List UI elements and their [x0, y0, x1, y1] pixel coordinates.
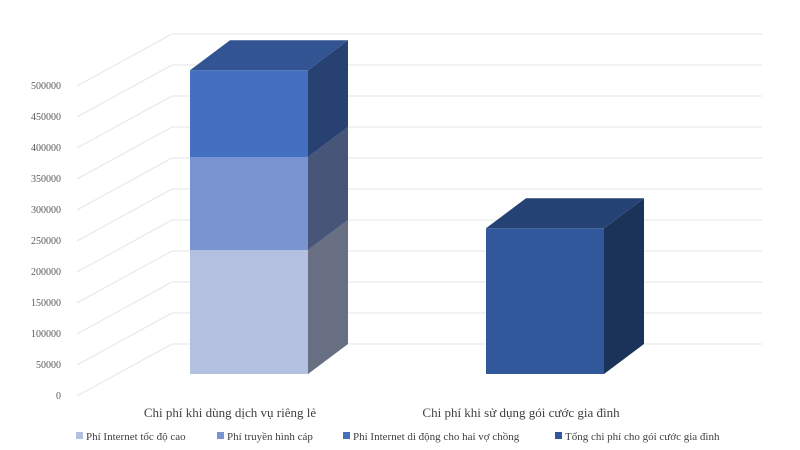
x-axis: Chi phí khi dùng dịch vụ riêng lẻ Chi phí… [144, 405, 620, 420]
x-category-label: Chi phí khi sử dụng gói cước gia đình [422, 405, 620, 420]
gridline-side [76, 219, 173, 273]
bar-segment [190, 127, 348, 250]
y-tick-label: 400000 [31, 143, 61, 154]
gridline-side [76, 250, 173, 304]
x-category-label: Chi phí khi dùng dịch vụ riêng lẻ [144, 405, 316, 420]
bars [190, 40, 644, 374]
gridline-side [76, 157, 173, 211]
bar-front [190, 250, 308, 374]
gridline-side [76, 126, 173, 180]
legend-swatch [343, 432, 350, 439]
bar-top [486, 198, 644, 229]
bar-front [190, 157, 308, 250]
y-tick-label: 250000 [31, 236, 61, 247]
y-tick-label: 500000 [31, 81, 61, 92]
gridline-side [76, 343, 173, 397]
grid [76, 33, 762, 397]
legend: Phí Internet tốc độ cao Phí truyền hình c… [76, 431, 720, 443]
bar-side [308, 220, 348, 374]
legend-item: Phí truyền hình cáp [217, 431, 313, 443]
bar-segment [190, 220, 348, 374]
bar-front [486, 228, 604, 374]
y-tick-label: 300000 [31, 205, 61, 216]
gridline-side [76, 95, 173, 149]
legend-label: Phí truyền hình cáp [227, 431, 313, 443]
bar-side [604, 198, 644, 374]
legend-swatch [555, 432, 562, 439]
bar-segment [486, 198, 644, 374]
gridline-side [76, 64, 173, 118]
y-tick-label: 450000 [31, 112, 61, 123]
gridline-side [76, 312, 173, 366]
bar-top [190, 40, 348, 71]
y-axis: 0 50000 100000 150000 200000 250000 300000 3500… [31, 81, 61, 402]
legend-label: Phí Internet di động cho hai vợ chồng [353, 431, 520, 443]
bar-front [190, 70, 308, 157]
bar-segment [190, 40, 348, 158]
y-tick-label: 0 [56, 391, 61, 402]
y-tick-label: 200000 [31, 267, 61, 278]
legend-label: Tổng chi phí cho gói cước gia đình [565, 431, 720, 443]
y-tick-label: 100000 [31, 329, 61, 340]
legend-swatch [217, 432, 224, 439]
legend-item: Phí Internet tốc độ cao [76, 431, 186, 443]
gridline-side [76, 281, 173, 335]
y-tick-label: 50000 [36, 360, 61, 371]
legend-item: Tổng chi phí cho gói cước gia đình [555, 431, 720, 443]
gridline-side [76, 188, 173, 242]
bar-side [308, 40, 348, 158]
gridline-side [76, 33, 173, 87]
bar-side [308, 127, 348, 250]
legend-item: Phí Internet di động cho hai vợ chồng [343, 431, 520, 443]
legend-label: Phí Internet tốc độ cao [86, 431, 186, 443]
legend-swatch [76, 432, 83, 439]
y-tick-label: 350000 [31, 174, 61, 185]
y-tick-label: 150000 [31, 298, 61, 309]
